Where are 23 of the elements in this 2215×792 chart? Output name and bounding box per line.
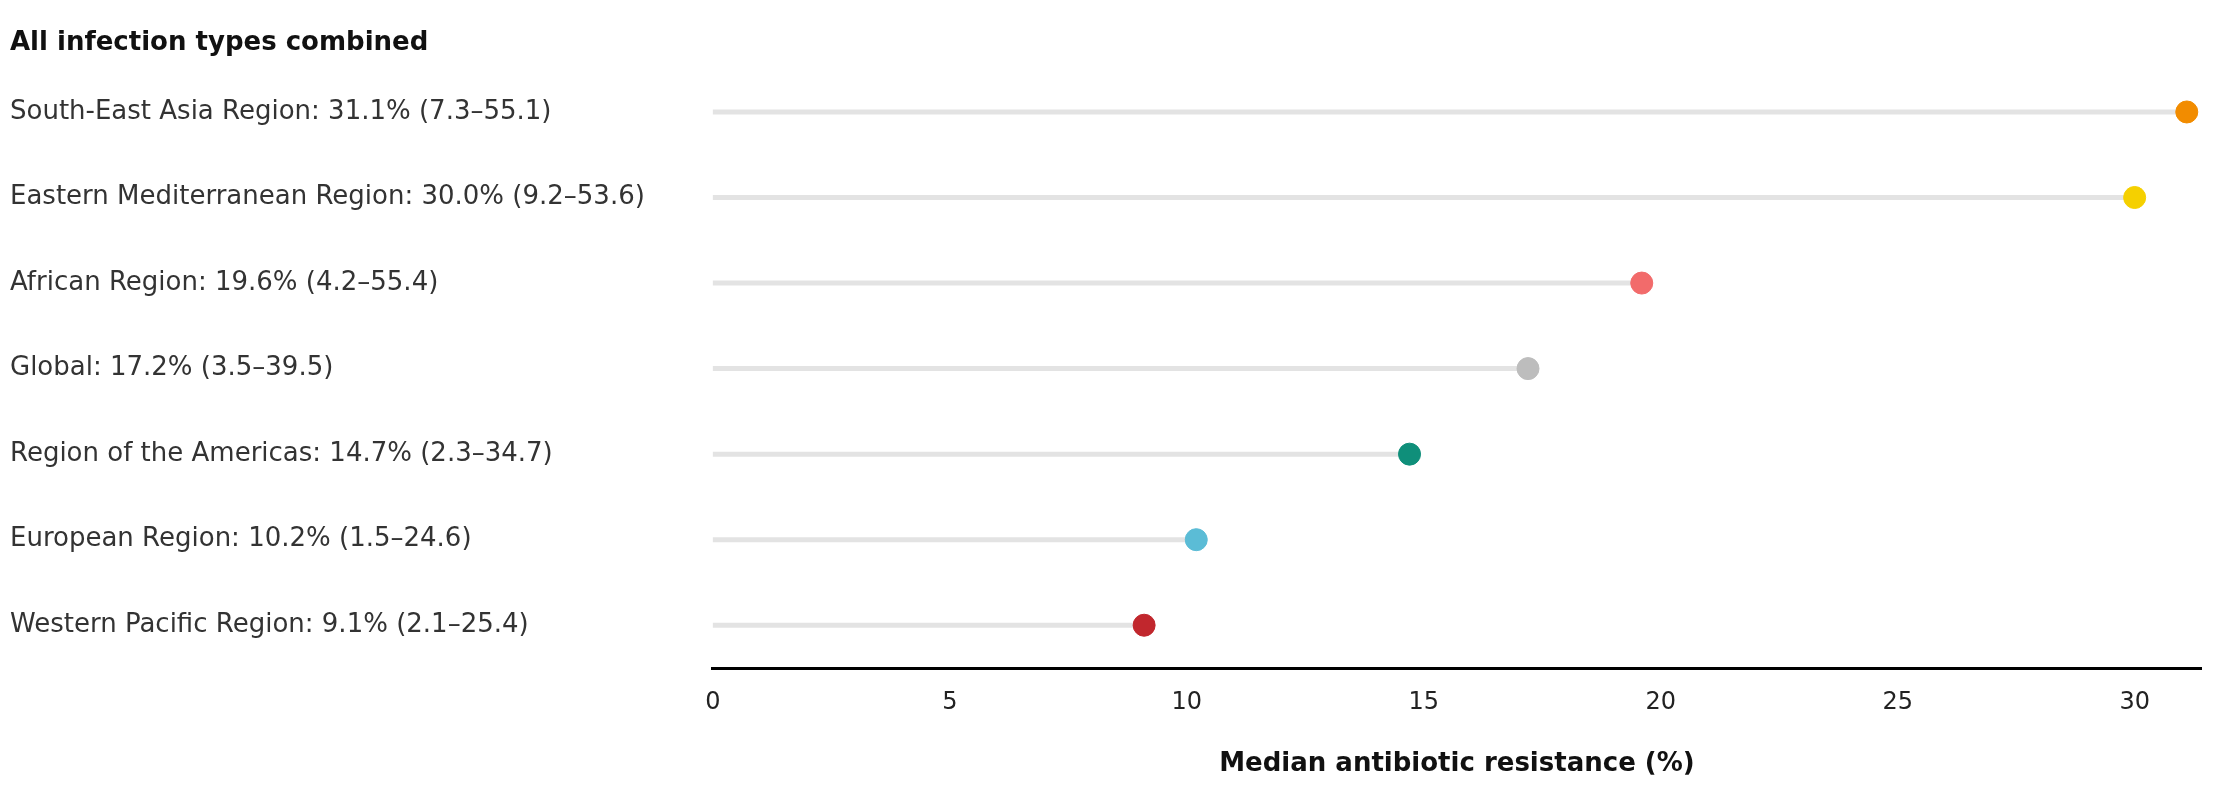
x-tick-label: 20 — [1645, 686, 1676, 715]
point — [1398, 442, 1422, 466]
y-tick-label: African Region: 19.6% (4.2–55.4) — [10, 265, 439, 296]
x-axis-title: Median antibiotic resistance (%) — [1219, 747, 1695, 778]
y-tick-label: Global: 17.2% (3.5–39.5) — [10, 351, 334, 382]
x-tick-label: 5 — [942, 686, 958, 715]
y-tick-label: Western Pacific Region: 9.1% (2.1–25.4) — [10, 607, 529, 638]
y-tick-label: European Region: 10.2% (1.5–24.6) — [10, 522, 472, 553]
x-tick-label: 0 — [705, 686, 721, 715]
x-tick-label: 15 — [1408, 686, 1440, 715]
point — [1184, 528, 1208, 552]
point — [1630, 271, 1654, 295]
y-tick-label: South-East Asia Region: 31.1% (7.3–55.1) — [10, 94, 552, 125]
x-tick-label: 10 — [1171, 686, 1203, 715]
point — [2175, 100, 2199, 124]
point — [1132, 613, 1156, 637]
point — [1516, 357, 1540, 381]
point — [2123, 186, 2147, 210]
y-tick-label: Eastern Mediterranean Region: 30.0% (9.2–53.6) — [10, 180, 645, 211]
y-tick-label: Region of the Americas: 14.7% (2.3–34.7) — [10, 436, 553, 467]
x-tick-label: 30 — [2119, 686, 2150, 715]
x-tick-label: 25 — [1882, 686, 1913, 715]
text: All infection types combined — [10, 26, 429, 57]
